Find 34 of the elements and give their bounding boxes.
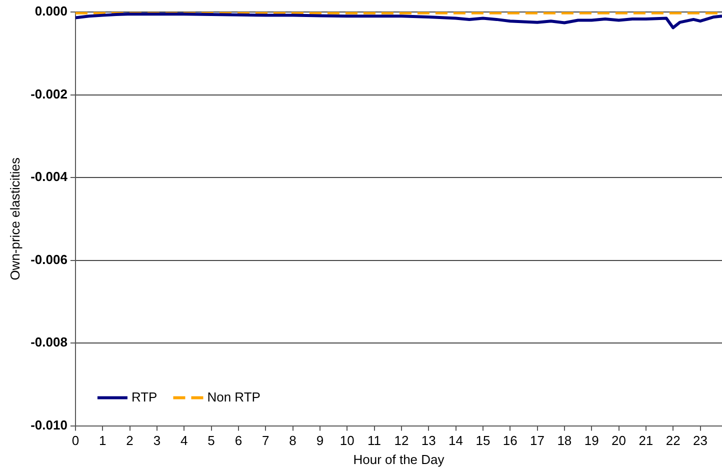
x-tick-label: 21 [638,433,654,448]
y-axis-title: Own-price elasticities [7,157,22,280]
y-tick-label: -0.004 [30,169,68,184]
x-tick-label: 0 [72,433,80,448]
y-tick-label: 0.000 [34,4,68,19]
x-tick-label: 10 [340,433,354,448]
x-tick-label: 15 [476,433,490,448]
x-tick-label: 16 [502,433,518,448]
x-tick-label: 18 [557,433,572,448]
legend-label: RTP [131,389,158,404]
y-tick-label: -0.010 [30,417,68,432]
x-tick-label: 22 [666,433,680,448]
x-tick-label: 14 [448,433,464,448]
x-tick-label: 5 [208,433,215,448]
y-tick-label: -0.002 [30,86,68,102]
x-tick-label: 6 [234,433,242,448]
x-tick-label: 9 [316,433,324,448]
x-tick-label: 20 [612,433,626,448]
x-tick-label: 13 [421,433,436,448]
x-tick-label: 7 [262,433,270,448]
x-tick-label: 4 [180,433,188,448]
x-tick-label: 19 [584,433,599,448]
x-axis-title: Hour of the Day [353,452,445,467]
x-tick-label: 12 [394,433,409,448]
x-tick-label: 8 [289,433,296,448]
x-tick-label: 1 [99,433,106,448]
x-tick-label: 23 [693,433,708,448]
legend-label: Non RTP [207,389,260,404]
x-tick-label: 17 [530,433,545,448]
x-tick-label: 3 [153,433,161,448]
x-tick-label: 2 [126,433,134,448]
x-tick-label: 11 [368,433,382,448]
y-tick-label: -0.008 [30,334,68,350]
y-tick-label: -0.006 [30,252,68,267]
